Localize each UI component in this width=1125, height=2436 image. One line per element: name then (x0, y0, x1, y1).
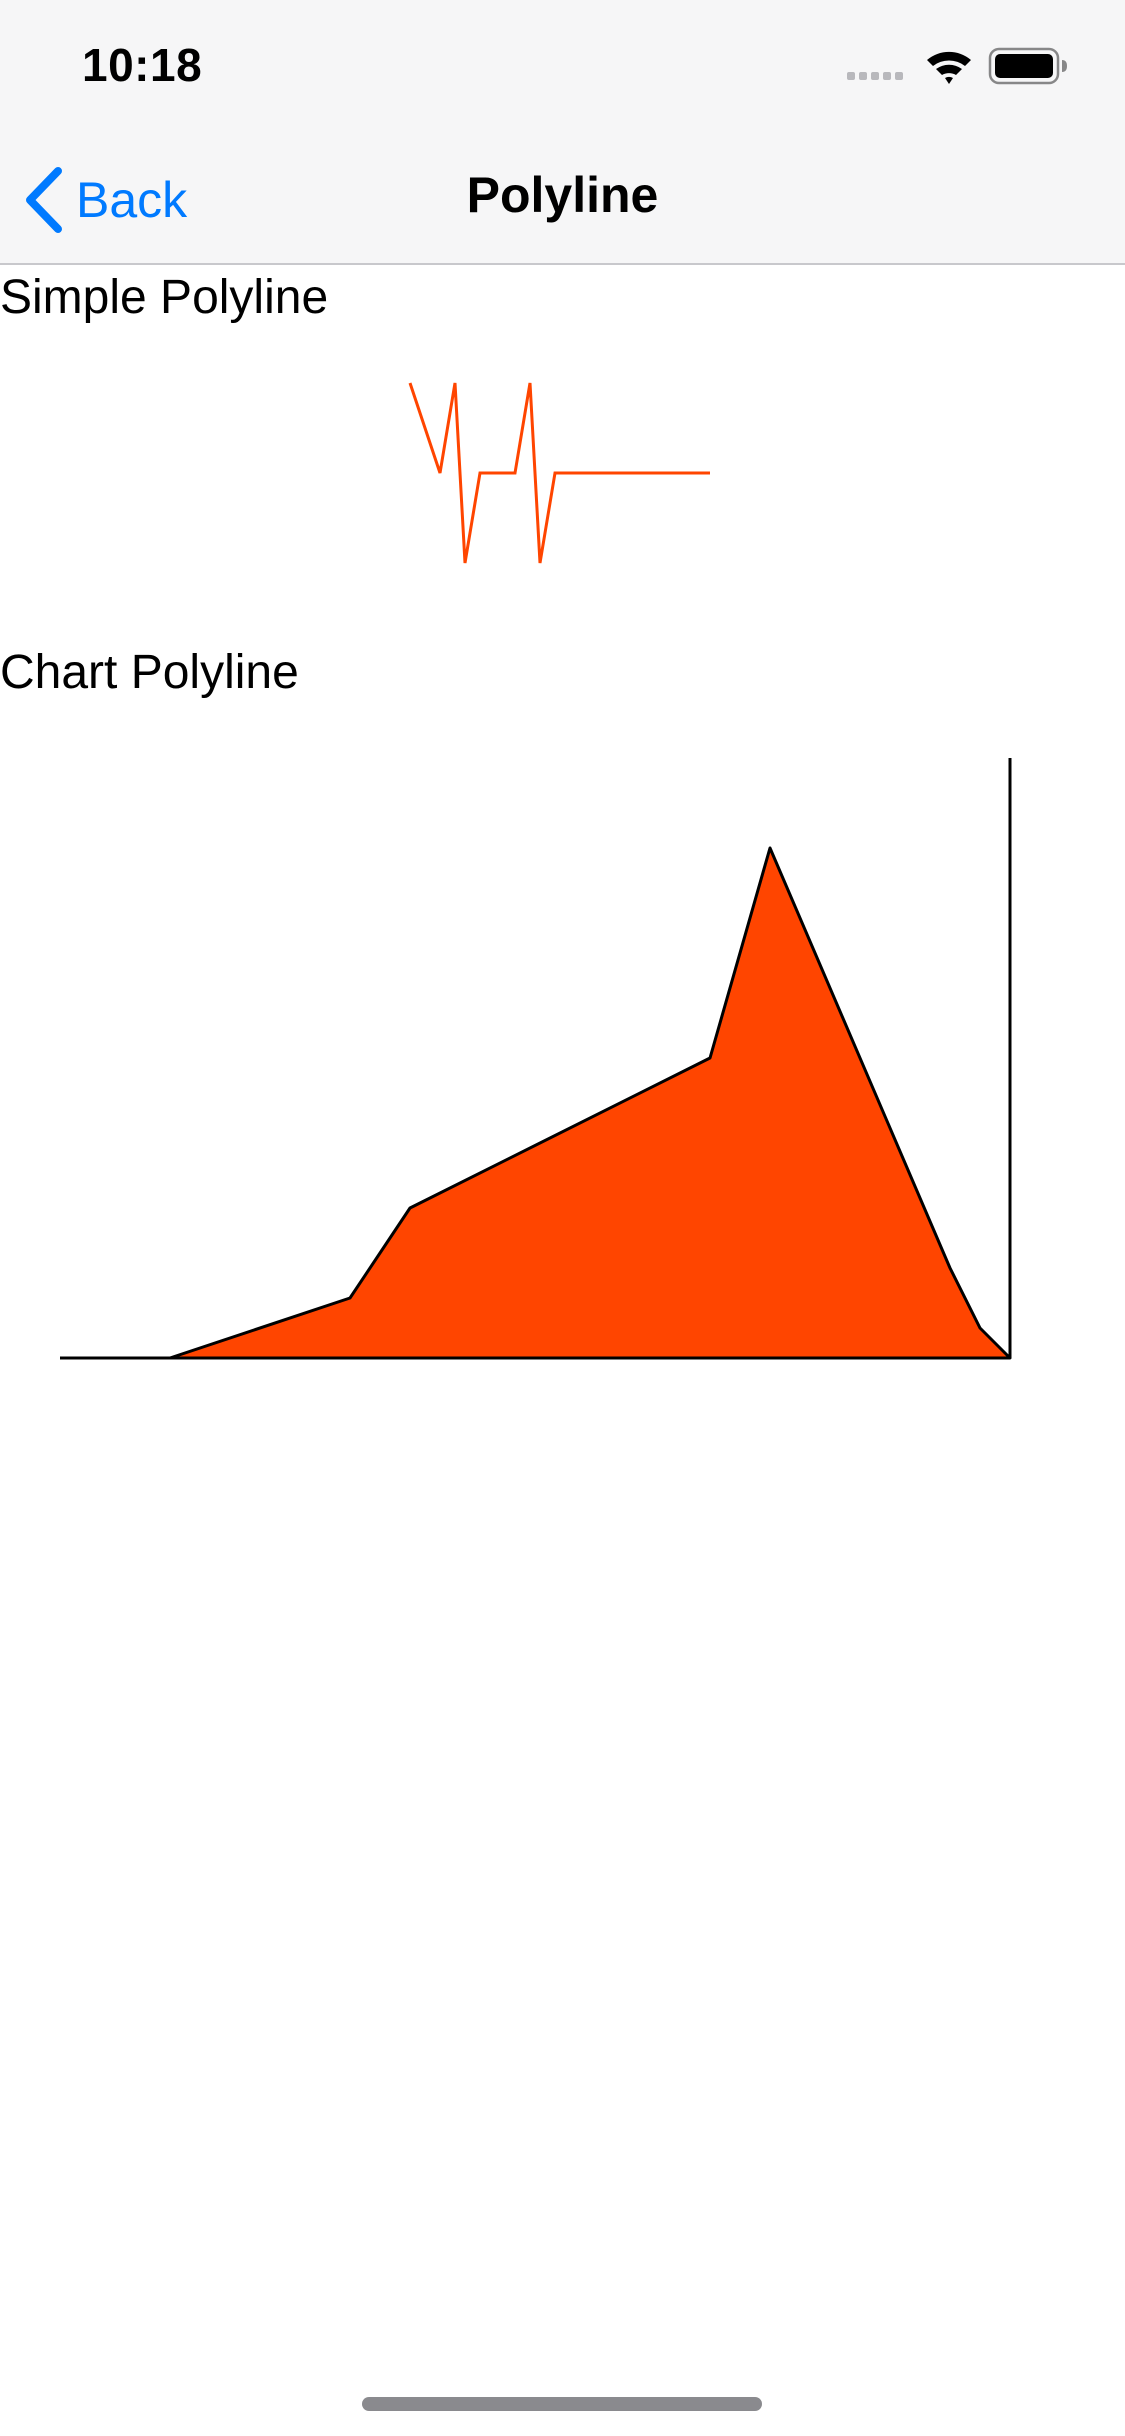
back-button[interactable]: Back (20, 160, 187, 240)
back-label: Back (76, 172, 188, 228)
cellular-signal-icon (847, 72, 903, 80)
chart-area-fill (108, 846, 1012, 1360)
chart-polyline-title: Chart Polyline (0, 646, 299, 699)
chevron-left-icon (26, 167, 62, 233)
page-title: Polyline (466, 167, 659, 223)
battery-icon (988, 47, 1067, 85)
status-icons (847, 47, 1067, 85)
simple-polyline-line (408, 382, 710, 564)
navigation-bar: 10:18 Back Polyline (0, 0, 1125, 265)
home-indicator (362, 2397, 762, 2411)
wifi-icon (927, 51, 971, 84)
chart-polyline-graphic (60, 758, 1012, 1360)
simple-polyline-graphic (408, 382, 710, 564)
simple-polyline-title: Simple Polyline (0, 271, 329, 324)
status-time: 10:18 (82, 39, 203, 91)
